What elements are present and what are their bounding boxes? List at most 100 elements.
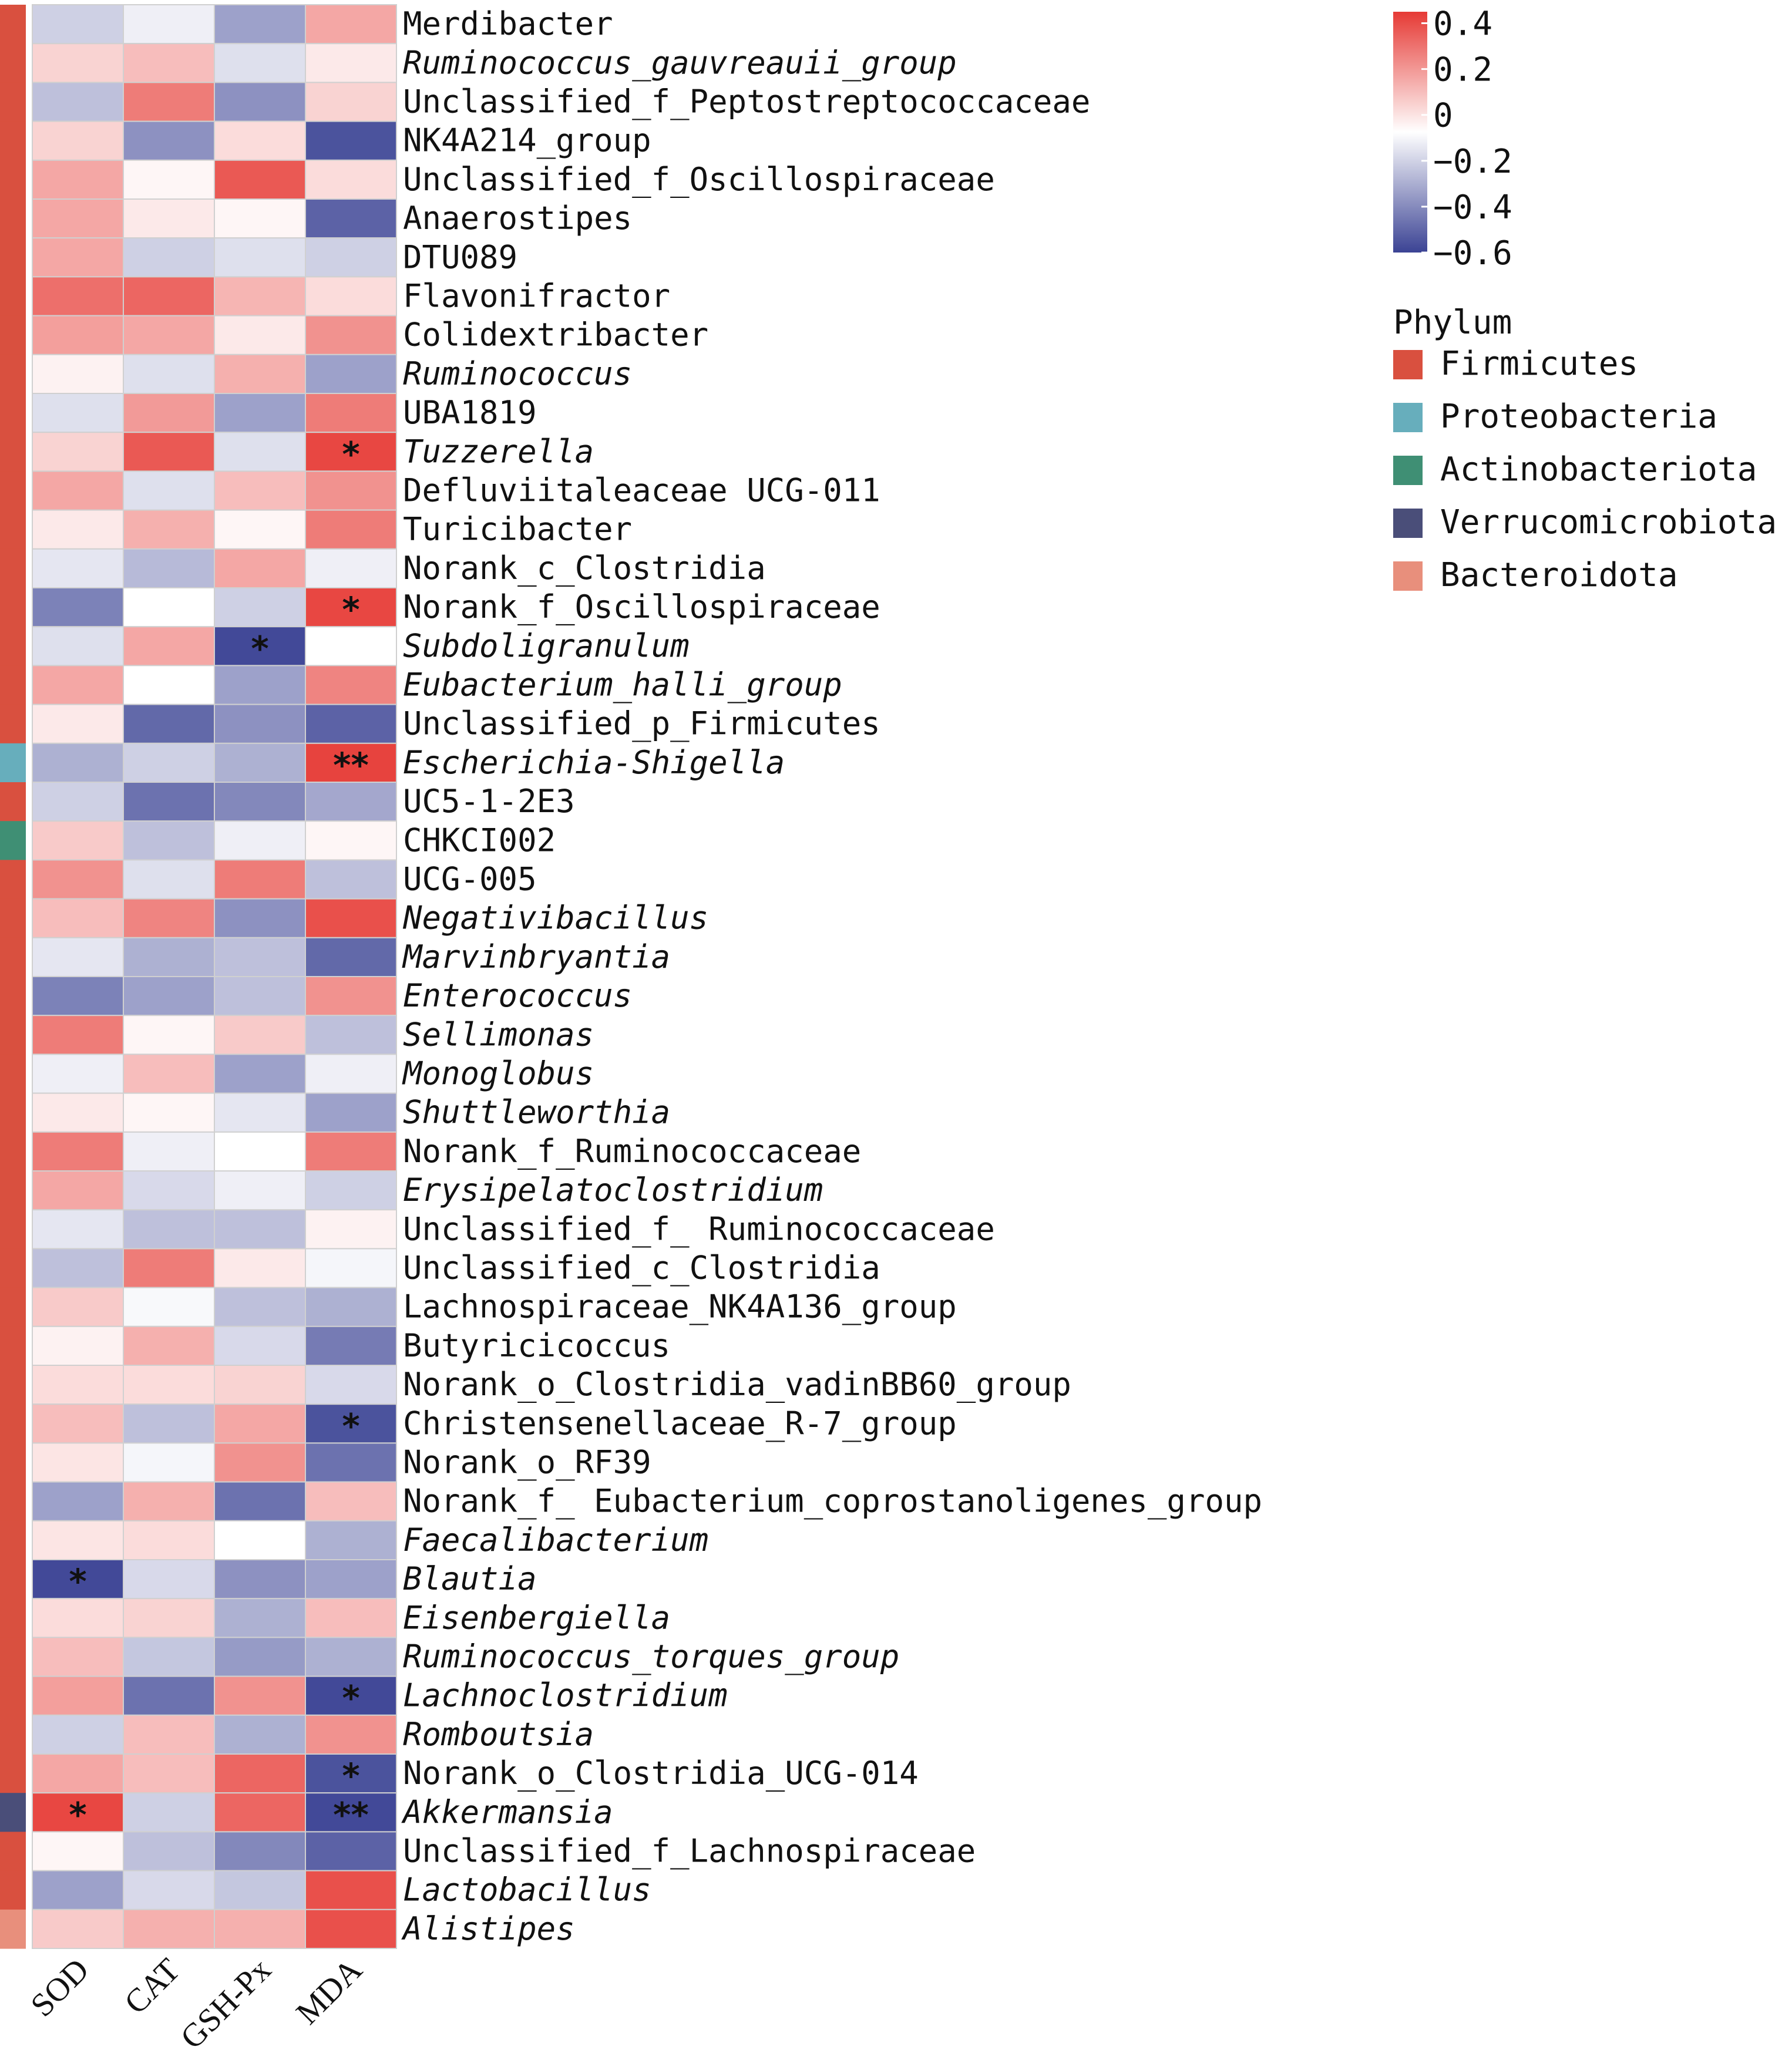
heatmap-cell [214,820,306,861]
heatmap-cell [32,1092,124,1133]
significance-mark: * [342,434,359,474]
heatmap-cell [305,1053,397,1094]
colorbar-tick-label: 0 [1433,97,1453,135]
genus-label: Norank_c_Clostridia [403,550,766,587]
genus-label: Romboutsia [403,1716,594,1753]
heatmap-cell [32,1209,124,1250]
phylum-legend-label: Proteobacteria [1440,398,1717,436]
heatmap-cell [214,665,306,705]
heatmap-cell [32,1015,124,1055]
heatmap-cell [214,432,306,472]
heatmap-cell [305,626,397,667]
heatmap-cell [123,1753,215,1794]
heatmap-cell [123,43,215,83]
phylum-bar-segment [0,199,26,238]
heatmap-cell [214,1248,306,1288]
heatmap-cell [32,859,124,900]
heatmap-cell [123,937,215,978]
heatmap-cell [32,393,124,433]
phylum-bar-segment [0,1715,26,1755]
phylum-bar-segment [0,277,26,317]
heatmap-cell [123,315,215,355]
heatmap-cell [32,548,124,588]
heatmap-cell [32,432,124,472]
genus-label: Ruminococcus_gauvreauii_group [403,44,957,81]
heatmap-cell [305,470,397,511]
heatmap-cell [305,820,397,861]
heatmap-cell [214,1053,306,1094]
heatmap-cell [214,1870,306,1910]
genus-label: Escherichia-Shigella [403,744,785,781]
significance-mark: ** [333,745,369,785]
heatmap-cell [214,626,306,667]
heatmap-cell [305,1792,397,1833]
heatmap-cell [123,1637,215,1677]
heatmap-cell [32,1637,124,1677]
heatmap-cell [214,1520,306,1561]
heatmap-cell [214,1092,306,1133]
heatmap-cell [214,159,306,200]
heatmap-cell [123,393,215,433]
phylum-bar-segment [0,977,26,1016]
heatmap-cell [123,159,215,200]
heatmap-cell [305,859,397,900]
significance-mark: * [342,1406,359,1446]
phylum-bar-segment [0,1598,26,1638]
heatmap-cell [305,1870,397,1910]
genus-label: Negativibacillus [402,900,708,937]
genus-label: Norank_f_Ruminococcaceae [403,1133,861,1170]
heatmap-cell [32,626,124,667]
heatmap-cell [123,354,215,394]
heatmap-cell [123,276,215,317]
phylum-bar-segment [0,160,26,200]
heatmap-cell [123,1598,215,1638]
heatmap-cell [214,1481,306,1522]
heatmap-cell [305,198,397,239]
phylum-bar-segment [0,588,26,627]
heatmap-cell [305,1598,397,1638]
heatmap-cell [123,1365,215,1405]
heatmap-cell [32,1287,124,1327]
phylum-bar-segment [0,937,26,977]
heatmap-cell [305,1170,397,1211]
colorbar-gradient [1393,12,1427,253]
heatmap-cell [123,1092,215,1133]
heatmap-cell [123,1015,215,1055]
phylum-bar-segment [0,43,26,83]
heatmap-cell [214,587,306,628]
phylum-bar-segment [0,1248,26,1288]
genus-label: Marvinbryantia [402,938,670,975]
significance-mark: ** [333,1795,369,1835]
genus-label: Turicibacter [403,511,632,548]
genus-label: Lactobacillus [403,1871,651,1908]
phylum-swatch [1393,456,1423,485]
phylum-bar-segment [0,432,26,472]
heatmap-cell [32,1403,124,1444]
heatmap-cell [32,782,124,822]
phylum-bar-segment [0,821,26,860]
phylum-swatch [1393,403,1423,432]
heatmap-cell [214,1559,306,1600]
heatmap-cell [305,1442,397,1483]
heatmap-cell [123,1053,215,1094]
heatmap-cell [305,1908,397,1950]
heatmap-cell [305,742,397,783]
heatmap-cell [123,1831,215,1871]
phylum-bar-segment [0,315,26,355]
phylum-bar-segment [0,548,26,588]
genus-label: Unclassified_f_Lachnospiraceae [403,1833,976,1870]
heatmap-cell [305,1287,397,1327]
heatmap-cell [214,1403,306,1444]
heatmap-cell [214,1675,306,1716]
heatmap-cell [32,704,124,744]
heatmap-cell [123,1675,215,1716]
heatmap-cell [214,198,306,239]
heatmap-cell [32,1131,124,1172]
heatmap-cell [32,937,124,978]
heatmap-cell [123,976,215,1016]
genus-label: Lachnospiraceae_NK4A136_group [403,1288,957,1325]
heatmap-cell [32,159,124,200]
phylum-bar-segment [0,627,26,666]
heatmap-cell [305,1365,397,1405]
genus-label: UCG-005 [403,861,537,898]
